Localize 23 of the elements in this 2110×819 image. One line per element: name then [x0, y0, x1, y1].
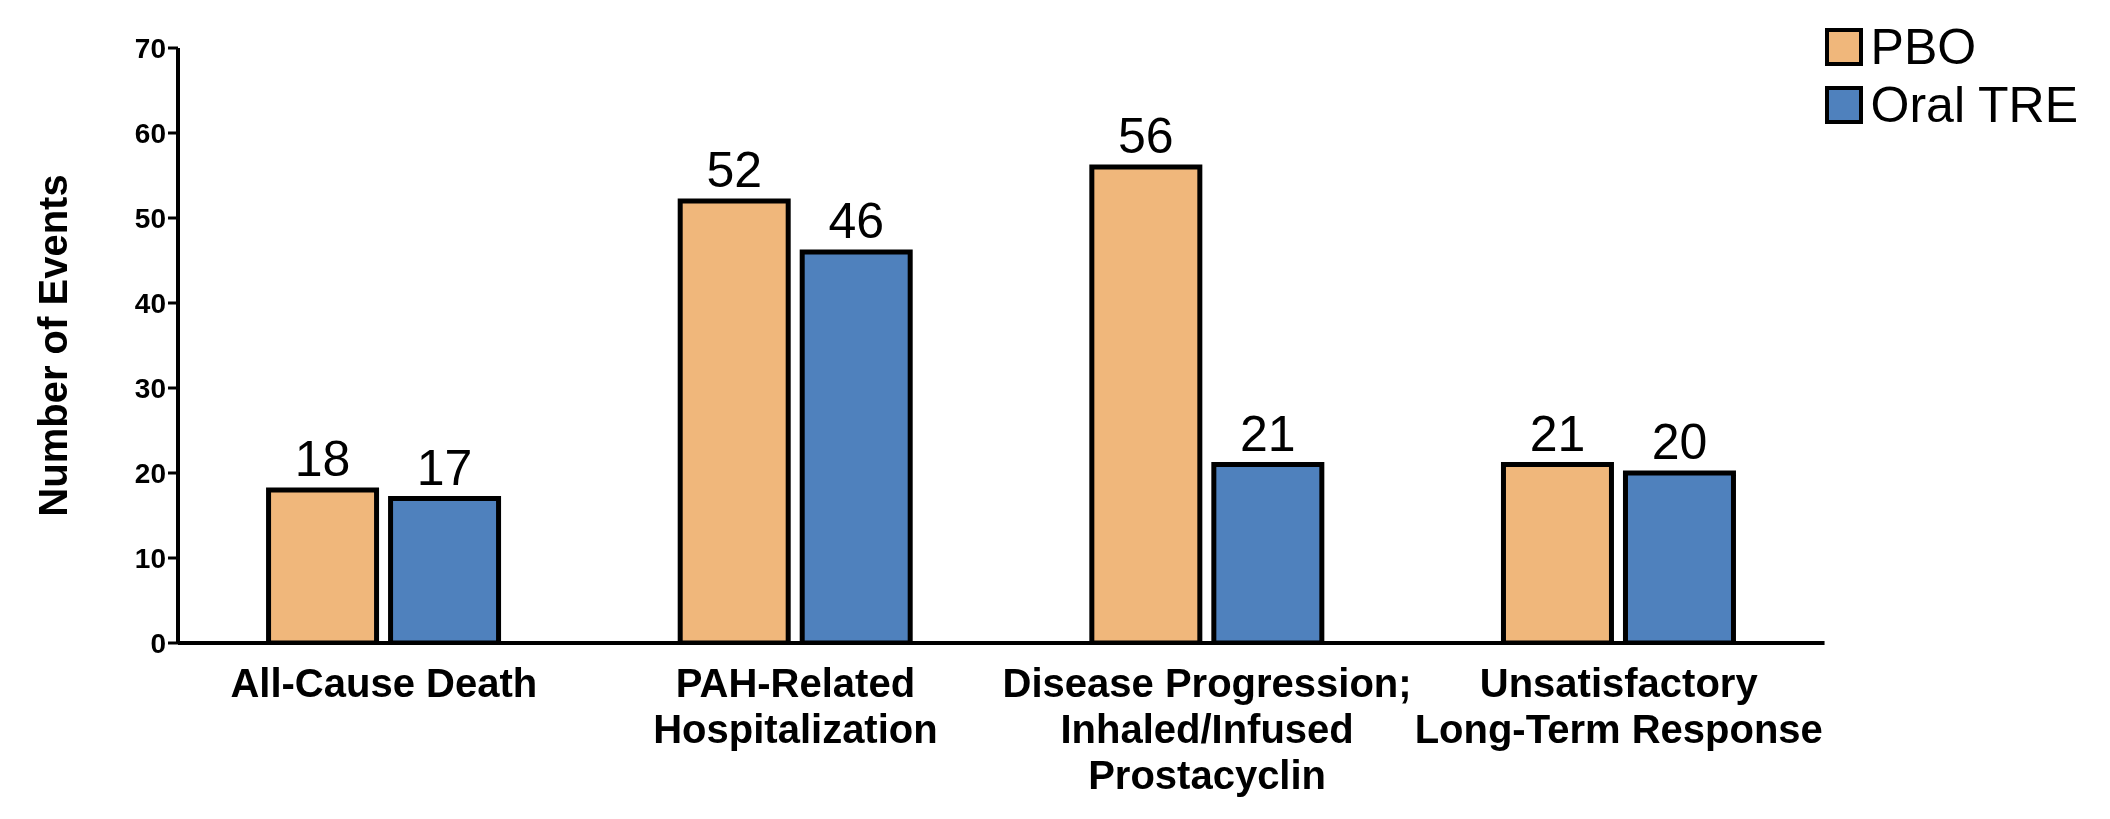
x-tick-label: All-Cause Death — [230, 661, 538, 705]
data-label: 56 — [1118, 108, 1174, 164]
y-tick-label: 50 — [134, 202, 166, 234]
y-tick-label: 20 — [134, 457, 166, 489]
y-tick-label: 60 — [134, 117, 166, 149]
legend-label: Oral TRE — [1870, 76, 2078, 134]
data-label: 21 — [1240, 405, 1296, 462]
y-tick-label: 70 — [134, 32, 166, 64]
data-label: 21 — [1529, 405, 1586, 462]
data-label: 17 — [416, 439, 473, 496]
x-tick-label: PAH-Related Hospitalization — [653, 661, 938, 751]
data-label: 52 — [706, 142, 763, 198]
data-label: 18 — [294, 431, 351, 487]
data-label: 46 — [828, 193, 885, 249]
y-tick-label: 40 — [134, 287, 166, 319]
data-label: 20 — [1651, 414, 1708, 470]
legend-label: PBO — [1870, 18, 1977, 76]
y-tick-label: 0 — [150, 627, 166, 659]
x-tick-label: Disease Progression; Inhaled/Infused Prostacyclin — [1002, 661, 1412, 797]
y-tick-label: 30 — [134, 372, 166, 404]
y-axis-title: Number of Events — [31, 174, 76, 517]
x-tick-label: Unsatisfactory Long-Term Response — [1414, 661, 1823, 751]
y-tick-label: 10 — [134, 542, 166, 574]
